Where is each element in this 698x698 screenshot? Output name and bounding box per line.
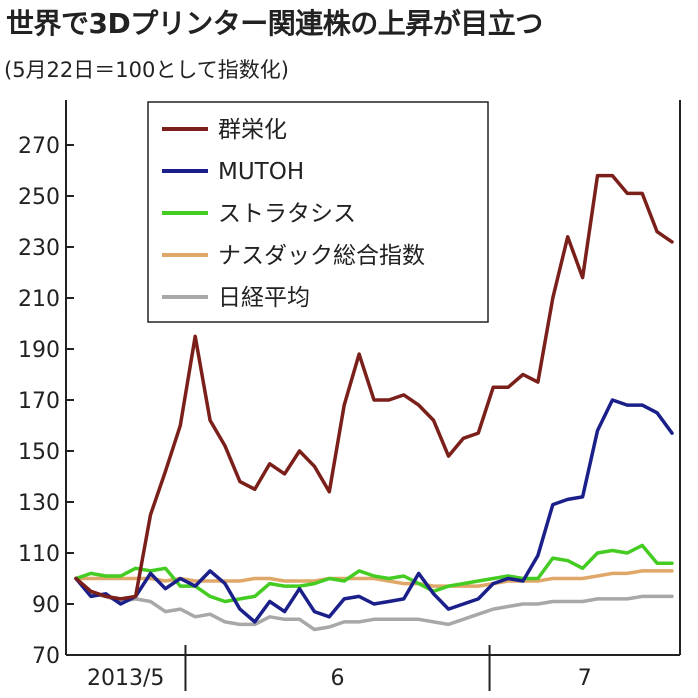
series-line-1 [74,173,674,601]
y-tick-label: 270 [18,134,60,159]
chart-subtitle: (5月22日＝100として指数化) [4,58,289,82]
x-period-label: 2013/5 [87,666,164,691]
y-tick-label: 250 [18,185,60,210]
y-tick-label: 150 [18,440,60,465]
series-line-2 [74,398,674,624]
legend-label: 群栄化 [218,117,287,143]
y-tick-label: 90 [32,593,60,618]
chart-title: 世界で3Dプリンター関連株の上昇が目立つ [6,7,543,40]
legend-label: ナスダック総合指数 [218,243,425,269]
y-tick-label: 130 [18,491,60,516]
x-period-label: 6 [331,666,345,691]
y-tick-label: 170 [18,389,60,414]
legend-label: 日経平均 [218,285,310,311]
series-line-3 [74,543,674,604]
legend-label: ストラタシス [218,201,356,227]
series-line-5 [74,576,674,632]
x-period-label: 7 [578,666,592,691]
y-tick-label: 70 [32,644,60,669]
y-tick-label: 230 [18,236,60,261]
y-tick-label: 190 [18,338,60,363]
y-tick-label: 110 [18,542,60,567]
series-line-4 [74,569,674,588]
legend-label: MUTOH [218,159,304,185]
y-tick-label: 210 [18,287,60,312]
